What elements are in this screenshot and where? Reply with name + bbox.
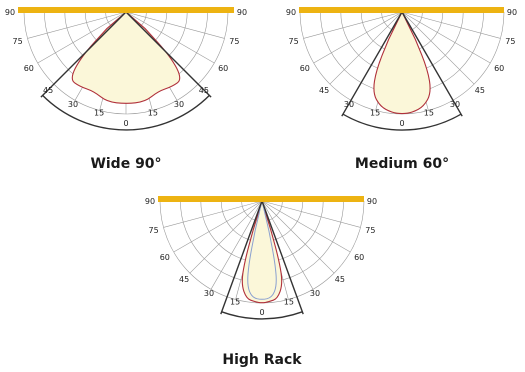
angle-label-75: 75 <box>149 226 159 235</box>
angle-label-15: 15 <box>284 298 294 307</box>
angle-label-30: 30 <box>450 100 460 109</box>
angle-label-0: 0 <box>399 119 404 128</box>
angle-label-90: 90 <box>145 197 155 206</box>
angle-label-0: 0 <box>123 119 128 128</box>
angle-label-0: 0 <box>259 308 264 317</box>
angle-label-30: 30 <box>204 289 214 298</box>
fixture-bar <box>18 7 234 13</box>
fixture-bar <box>158 196 364 202</box>
grid-spoke <box>164 201 263 227</box>
angle-label-90: 90 <box>507 8 517 17</box>
grid-spoke <box>304 12 403 38</box>
angle-label-30: 30 <box>174 100 184 109</box>
beam-diagram-3: 90 90 75 75 60 60 45 45 30 30 15 15 0 High Rack <box>145 196 377 368</box>
diagram-caption: High Rack <box>222 352 302 368</box>
angle-label-60: 60 <box>218 64 228 73</box>
angle-label-45: 45 <box>179 275 189 284</box>
fixture-bar <box>299 7 504 13</box>
angle-label-45: 45 <box>475 86 485 95</box>
angle-label-90: 90 <box>237 8 247 17</box>
angle-label-75: 75 <box>289 37 299 46</box>
angle-label-90: 90 <box>367 197 377 206</box>
angle-label-30: 30 <box>310 289 320 298</box>
grid-spoke <box>262 201 361 227</box>
angle-label-75: 75 <box>229 37 239 46</box>
angle-label-60: 60 <box>160 253 170 262</box>
angle-label-45: 45 <box>199 86 209 95</box>
diagram-caption: Medium 60° <box>355 156 449 172</box>
angle-label-75: 75 <box>505 37 515 46</box>
beam-shape <box>374 12 430 114</box>
angle-label-90: 90 <box>5 8 15 17</box>
angle-label-30: 30 <box>344 100 354 109</box>
angle-label-15: 15 <box>230 298 240 307</box>
angle-label-75: 75 <box>365 226 375 235</box>
angle-label-15: 15 <box>94 109 104 118</box>
angle-label-75: 75 <box>13 37 23 46</box>
angle-label-60: 60 <box>494 64 504 73</box>
angle-label-15: 15 <box>370 109 380 118</box>
angle-label-30: 30 <box>68 100 78 109</box>
angle-label-60: 60 <box>300 64 310 73</box>
beam-diagram-2: 90 90 75 75 60 60 45 45 30 30 15 15 0 Medium 60° <box>286 7 517 172</box>
angle-label-45: 45 <box>335 275 345 284</box>
angle-label-90: 90 <box>286 8 296 17</box>
grid-spoke <box>402 12 501 38</box>
angle-label-15: 15 <box>424 109 434 118</box>
beam-shape <box>72 12 179 103</box>
angle-label-45: 45 <box>43 86 53 95</box>
angle-label-15: 15 <box>148 109 158 118</box>
diagram-caption: Wide 90° <box>90 156 161 172</box>
angle-label-60: 60 <box>354 253 364 262</box>
angle-label-60: 60 <box>24 64 34 73</box>
beam-diagram-1: 90 90 75 75 60 60 45 45 30 30 15 15 0 Wide 90° <box>5 7 247 172</box>
angle-label-45: 45 <box>319 86 329 95</box>
